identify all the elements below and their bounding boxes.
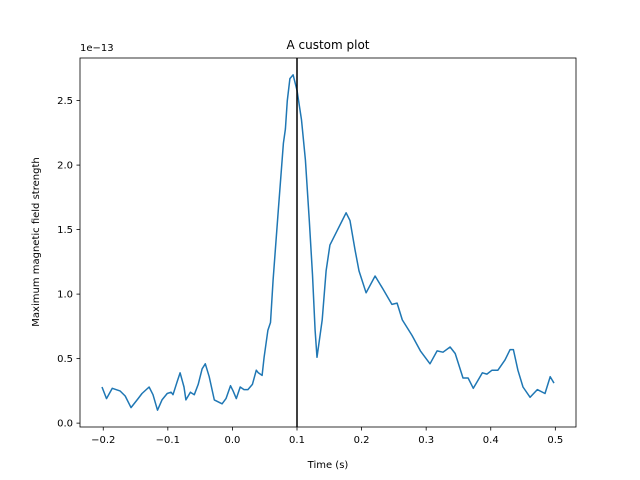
x-tick-label: 0.2 — [354, 435, 370, 446]
y-tick-label: 2.0 — [57, 161, 73, 172]
x-tick-label: 0.0 — [224, 435, 240, 446]
axes-frame — [79, 57, 577, 428]
x-tick-label: 0.3 — [418, 435, 434, 446]
y-tick-label: 2.5 — [57, 96, 73, 107]
x-tick-label: −0.2 — [91, 435, 115, 446]
y-tick-label: 1.5 — [57, 225, 73, 236]
y-axis-label: Maximum magnetic field strength — [31, 157, 42, 326]
x-tick-label: 0.1 — [289, 435, 305, 446]
x-tick-label: 0.4 — [483, 435, 499, 446]
series-line — [101, 74, 555, 411]
y-tick-label: 1.0 — [57, 290, 73, 301]
y-tick-label: 0.5 — [57, 354, 73, 365]
x-axis-label: Time (s) — [307, 460, 349, 471]
chart-title: A custom plot — [286, 38, 369, 52]
y-tick-label: 0.0 — [57, 419, 73, 430]
x-tick-label: 0.5 — [547, 435, 563, 446]
y-offset-label: 1e−13 — [80, 43, 114, 54]
x-tick-label: −0.1 — [156, 435, 180, 446]
